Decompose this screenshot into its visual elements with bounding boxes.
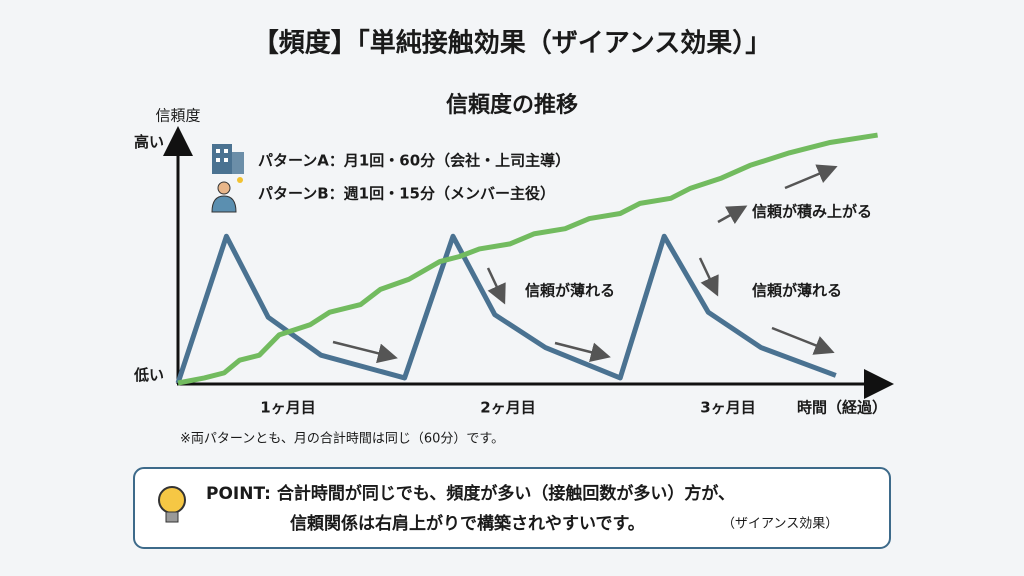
series-line bbox=[177, 132, 878, 386]
annotation: 信頼が積み上がる bbox=[752, 203, 872, 221]
y-tick-label: 高い bbox=[134, 133, 164, 151]
chart-title: 信頼度の推移 bbox=[446, 92, 578, 118]
legend-entry: パターンA：月1回・60分（会社・上司主導） bbox=[258, 152, 570, 170]
legend-entry: パターンB：週1回・15分（メンバー主役） bbox=[258, 185, 555, 203]
point-text: 信頼関係は右肩上がりで構築されやすいです。 bbox=[290, 513, 645, 534]
building-icon bbox=[212, 144, 244, 174]
trend-arrows bbox=[332, 164, 838, 364]
series-line bbox=[175, 233, 837, 384]
y-tick-label: 低い bbox=[133, 366, 164, 384]
y-axis-label: 信頼度 bbox=[155, 107, 200, 125]
x-tick-label: 2ヶ月目 bbox=[480, 399, 535, 417]
point-text: POINT: 合計時間が同じでも、頻度が多い（接触回数が多い）方が、 bbox=[206, 483, 735, 504]
x-tick-label: 1ヶ月目 bbox=[260, 399, 315, 417]
slide-title: 【頻度】「単純接触効果（ザイアンス効果）」 bbox=[253, 28, 771, 59]
point-note: （ザイアンス効果） bbox=[722, 517, 838, 532]
x-axis-label: 時間（経過） bbox=[797, 399, 887, 417]
person-icon bbox=[211, 177, 243, 213]
point-box bbox=[133, 467, 891, 549]
annotation: 信頼が薄れる bbox=[752, 282, 842, 300]
annotation: 信頼が薄れる bbox=[525, 282, 615, 300]
bulb-icon bbox=[158, 486, 186, 523]
x-tick-label: 3ヶ月目 bbox=[700, 399, 755, 417]
footnote: ※両パターンとも、月の合計時間は同じ（60分）です。 bbox=[180, 431, 504, 447]
